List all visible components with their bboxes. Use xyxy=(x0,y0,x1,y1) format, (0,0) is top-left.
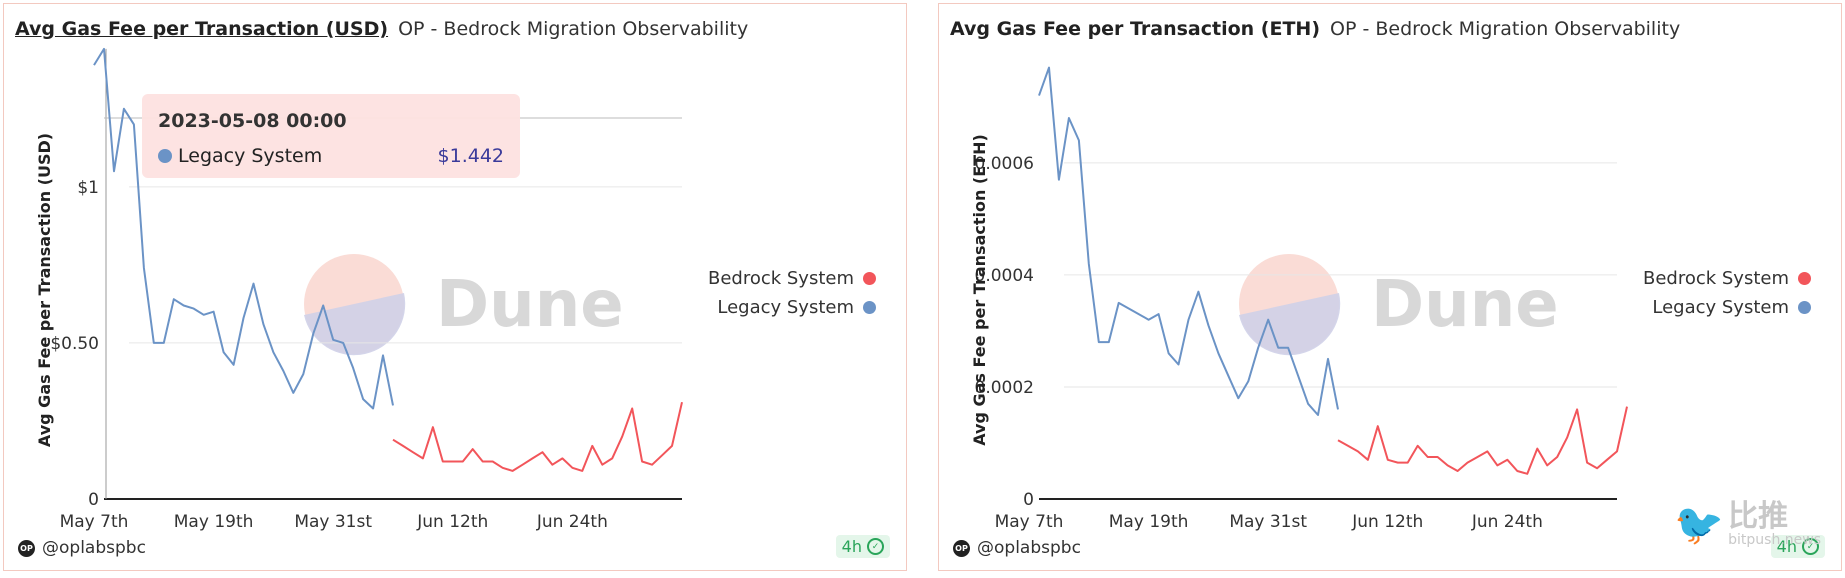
chart-title-link[interactable]: Avg Gas Fee per Transaction (USD) xyxy=(15,18,389,40)
series-line-legacy xyxy=(93,47,394,410)
author-link[interactable]: OP @oplabspbc xyxy=(953,538,1081,558)
legend-item-bedrock[interactable]: Bedrock System xyxy=(1643,264,1811,293)
series-line-legacy xyxy=(1038,66,1339,416)
bird-icon: 🐦 xyxy=(1674,502,1725,548)
x-tick-label: May 31st xyxy=(1229,512,1307,532)
y-tick-label: 0.0002 xyxy=(975,378,1034,398)
legend-dot-legacy xyxy=(863,301,876,314)
x-tick-label: May 7th xyxy=(995,512,1064,532)
panel-header: Avg Gas Fee per Transaction (ETH) OP - Be… xyxy=(950,18,1680,40)
series-line-bedrock xyxy=(1337,406,1628,475)
chart-title-link[interactable]: Avg Gas Fee per Transaction (ETH) xyxy=(950,18,1321,40)
author-avatar-icon: OP xyxy=(953,539,970,557)
y-tick-label: 0 xyxy=(88,490,99,510)
chart-legend: Bedrock System Legacy System xyxy=(708,264,876,322)
bitpush-watermark: 🐦 比推 bitpush.news xyxy=(1674,501,1821,548)
check-icon: ✓ xyxy=(1802,538,1819,555)
chart-tooltip: 2023-05-08 00:00 Legacy System $1.442 xyxy=(142,94,520,178)
legend-item-legacy[interactable]: Legacy System xyxy=(708,293,876,322)
watermark-chinese: 比推 xyxy=(1728,498,1789,534)
tooltip-value: $1.442 xyxy=(437,145,504,167)
tooltip-series-name: Legacy System xyxy=(178,145,323,167)
legend-dot-bedrock xyxy=(1798,272,1811,285)
dune-logo-shade-icon xyxy=(304,293,406,356)
tooltip-series-dot xyxy=(158,149,172,163)
author-avatar-icon: OP xyxy=(18,539,35,557)
y-tick-label: 0.0006 xyxy=(975,154,1034,174)
tooltip-date: 2023-05-08 00:00 xyxy=(158,110,347,132)
panel-header: Avg Gas Fee per Transaction (USD) OP - Be… xyxy=(15,18,748,40)
dashboard-name: OP - Bedrock Migration Observability xyxy=(398,18,749,40)
chart-panel-usd: Avg Gas Fee per Transaction (USD) OP - Be… xyxy=(3,3,907,571)
x-tick-label: Jun 12th xyxy=(416,512,488,532)
refresh-badge[interactable]: 4h ✓ xyxy=(835,535,890,558)
legend-item-bedrock[interactable]: Bedrock System xyxy=(708,264,876,293)
dune-watermark: Dune xyxy=(436,268,624,342)
x-tick-label: May 19th xyxy=(174,512,254,532)
refresh-age: 4h xyxy=(841,537,862,556)
y-axis-title: Avg Gas Fee per Transaction (ETH) xyxy=(970,134,989,446)
refresh-badge[interactable]: 4h ✓ xyxy=(1770,535,1825,558)
dune-logo-shade-icon xyxy=(1239,293,1341,356)
x-tick-label: Jun 24th xyxy=(1471,512,1543,532)
check-icon: ✓ xyxy=(867,538,884,555)
author-name: @oplabspbc xyxy=(977,538,1081,558)
legend-label-bedrock: Bedrock System xyxy=(707,268,854,289)
author-link[interactable]: OP @oplabspbc xyxy=(18,538,146,558)
x-tick-label: Jun 24th xyxy=(536,512,608,532)
y-tick-label: 0.0004 xyxy=(975,266,1034,286)
y-tick-label: $0.50 xyxy=(50,334,99,354)
chart-legend: Bedrock System Legacy System xyxy=(1643,264,1811,322)
y-tick-label: 0 xyxy=(1023,490,1034,510)
watermark-domain: bitpush.news xyxy=(1728,531,1821,548)
refresh-age: 4h xyxy=(1776,537,1797,556)
series-line-bedrock xyxy=(392,401,683,472)
x-tick-label: May 19th xyxy=(1109,512,1189,532)
usd-line-chart[interactable]: Dune 0 $0.50 $1 May 7th May 19th May 31st Jun 1… xyxy=(4,4,908,572)
chart-panel-eth: Avg Gas Fee per Transaction (ETH) OP - Be… xyxy=(938,3,1842,571)
x-tick-label: May 7th xyxy=(60,512,129,532)
dashboard-name: OP - Bedrock Migration Observability xyxy=(1330,18,1681,40)
y-axis-title: Avg Gas Fee per Transaction (USD) xyxy=(35,133,54,447)
x-tick-label: May 31st xyxy=(294,512,372,532)
eth-line-chart[interactable]: Dune 0 0.0002 0.0004 0.0006 May 7th May 19th Ma… xyxy=(939,4,1843,572)
tooltip-row: Legacy System $1.442 xyxy=(158,145,504,167)
legend-dot-bedrock xyxy=(863,272,876,285)
x-tick-label: Jun 12th xyxy=(1351,512,1423,532)
legend-label-legacy: Legacy System xyxy=(717,297,854,318)
author-name: @oplabspbc xyxy=(42,538,146,558)
legend-label-bedrock: Bedrock System xyxy=(1642,268,1789,289)
dune-watermark: Dune xyxy=(1371,268,1559,342)
legend-label-legacy: Legacy System xyxy=(1652,297,1789,318)
legend-dot-legacy xyxy=(1798,301,1811,314)
y-tick-label: $1 xyxy=(77,178,99,198)
legend-item-legacy[interactable]: Legacy System xyxy=(1643,293,1811,322)
